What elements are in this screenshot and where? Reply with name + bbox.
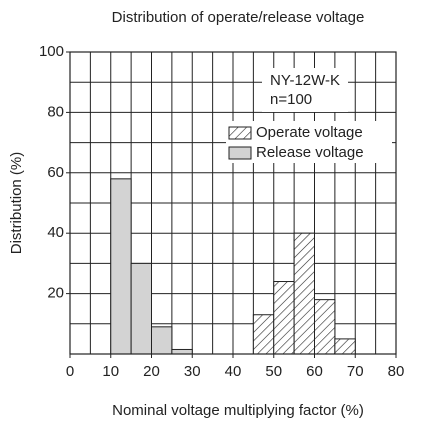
x-tick-label: 0 (66, 363, 74, 380)
x-tick-label: 30 (184, 363, 201, 380)
x-tick-label: 70 (347, 363, 364, 380)
bar (314, 299, 336, 355)
legend-label: Release voltage (256, 144, 364, 161)
legend-label: Operate voltage (256, 124, 363, 141)
x-tick-label: 10 (102, 363, 119, 380)
x-tick-label: 20 (143, 363, 160, 380)
annotation: NY-12W-K (270, 72, 340, 89)
x-axis-label: Nominal voltage multiplying factor (%) (112, 402, 364, 419)
y-tick-label: 20 (47, 285, 64, 302)
y-tick-label: 60 (47, 164, 64, 181)
x-tick-label: 80 (388, 363, 405, 380)
plot-frame (69, 51, 397, 355)
bar (151, 326, 173, 355)
chart-title: Distribution of operate/release voltage (112, 9, 365, 26)
x-tick-label: 60 (306, 363, 323, 380)
legend-bg (226, 121, 392, 163)
legend-swatch (228, 146, 252, 160)
bar (130, 262, 152, 355)
legend-swatch (228, 126, 252, 140)
annotation-bg (262, 68, 348, 112)
y-tick-label: 40 (47, 224, 64, 241)
bar (334, 338, 356, 355)
y-tick-label: 100 (39, 43, 64, 60)
bar (110, 178, 132, 355)
y-tick-label: 80 (47, 103, 64, 120)
bar (171, 348, 193, 355)
x-tick-label: 50 (265, 363, 282, 380)
bar (252, 314, 275, 355)
x-tick-label: 40 (225, 363, 242, 380)
annotation: n=100 (270, 91, 312, 108)
y-axis-label: Distribution (%) (8, 152, 25, 255)
bar (293, 232, 315, 355)
bar (273, 281, 295, 355)
